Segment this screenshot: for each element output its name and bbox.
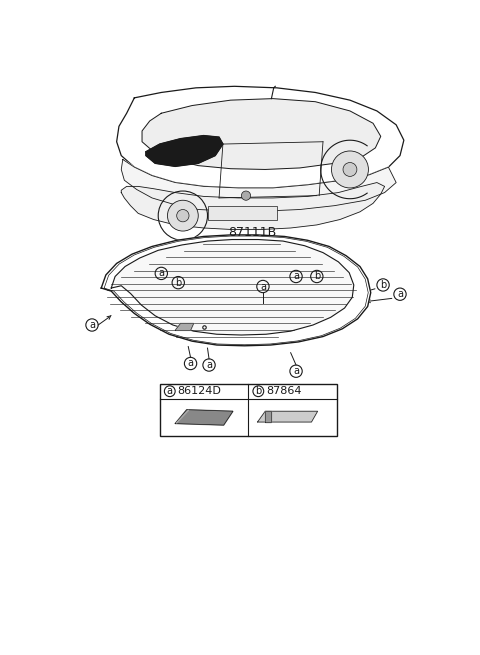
Polygon shape (121, 183, 384, 229)
Polygon shape (101, 235, 371, 346)
Text: a: a (397, 290, 403, 299)
Circle shape (168, 200, 198, 231)
Bar (160, 384, 337, 436)
Polygon shape (146, 136, 223, 166)
Polygon shape (258, 411, 318, 422)
Text: b: b (175, 278, 181, 288)
Text: 86124D: 86124D (178, 386, 221, 396)
Text: a: a (158, 269, 164, 278)
Text: 87864: 87864 (266, 386, 301, 396)
Text: a: a (167, 386, 173, 396)
Text: a: a (188, 358, 193, 369)
Text: a: a (89, 320, 95, 330)
Text: a: a (293, 271, 299, 282)
Polygon shape (111, 240, 354, 335)
Polygon shape (175, 324, 193, 330)
Text: a: a (293, 366, 299, 376)
Text: b: b (255, 386, 262, 396)
Polygon shape (175, 409, 233, 425)
Text: b: b (314, 271, 320, 282)
Text: a: a (206, 360, 212, 370)
Polygon shape (265, 411, 271, 422)
Polygon shape (142, 99, 381, 170)
Circle shape (343, 162, 357, 176)
Circle shape (177, 210, 189, 222)
Polygon shape (121, 159, 396, 211)
Text: 87111B: 87111B (228, 226, 276, 239)
Bar (207, 206, 277, 219)
Circle shape (241, 191, 251, 200)
Text: a: a (260, 282, 266, 291)
Polygon shape (117, 86, 404, 188)
Text: b: b (380, 280, 386, 290)
Circle shape (332, 151, 369, 188)
